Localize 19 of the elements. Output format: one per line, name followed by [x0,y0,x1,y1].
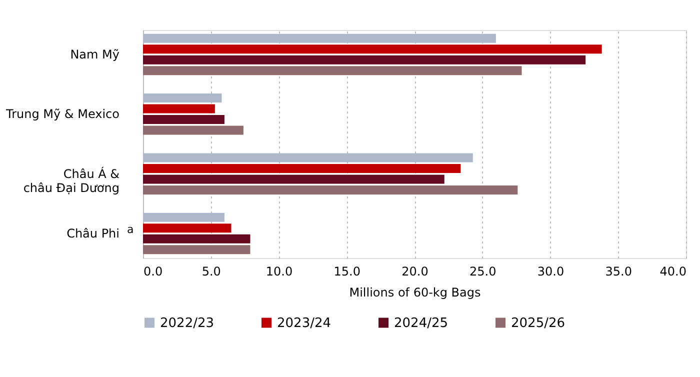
x-tick-label: 25.0 [470,264,496,278]
y-tick-label: Châu Á & châu Đại Dương [23,166,120,195]
x-tick-label: 30.0 [537,264,564,278]
x-tick-label: 35.0 [605,264,632,278]
legend-label: 2024/25 [394,316,448,331]
x-tick-label: 20.0 [402,264,428,278]
y-tick-label: Nam Mỹ [70,47,120,62]
legend-label: 2025/26 [511,316,566,331]
legend-label: 2022/23 [160,316,214,331]
x-tick-label: 10.0 [266,264,293,278]
x-tick-label: 5.0 [202,264,221,278]
y-tick-label: Châu Phi [66,226,120,241]
x-tick-label: 0.0 [144,264,163,278]
y-tick-label: Trung Mỹ & Mexico [5,107,120,122]
legend-label: 2023/24 [277,316,332,331]
x-tick-label: 40.0 [660,264,686,278]
x-axis-title: Millions of 60-kg Bags [349,286,481,300]
text: a [127,223,134,236]
x-tick-label: 15.0 [334,264,360,278]
